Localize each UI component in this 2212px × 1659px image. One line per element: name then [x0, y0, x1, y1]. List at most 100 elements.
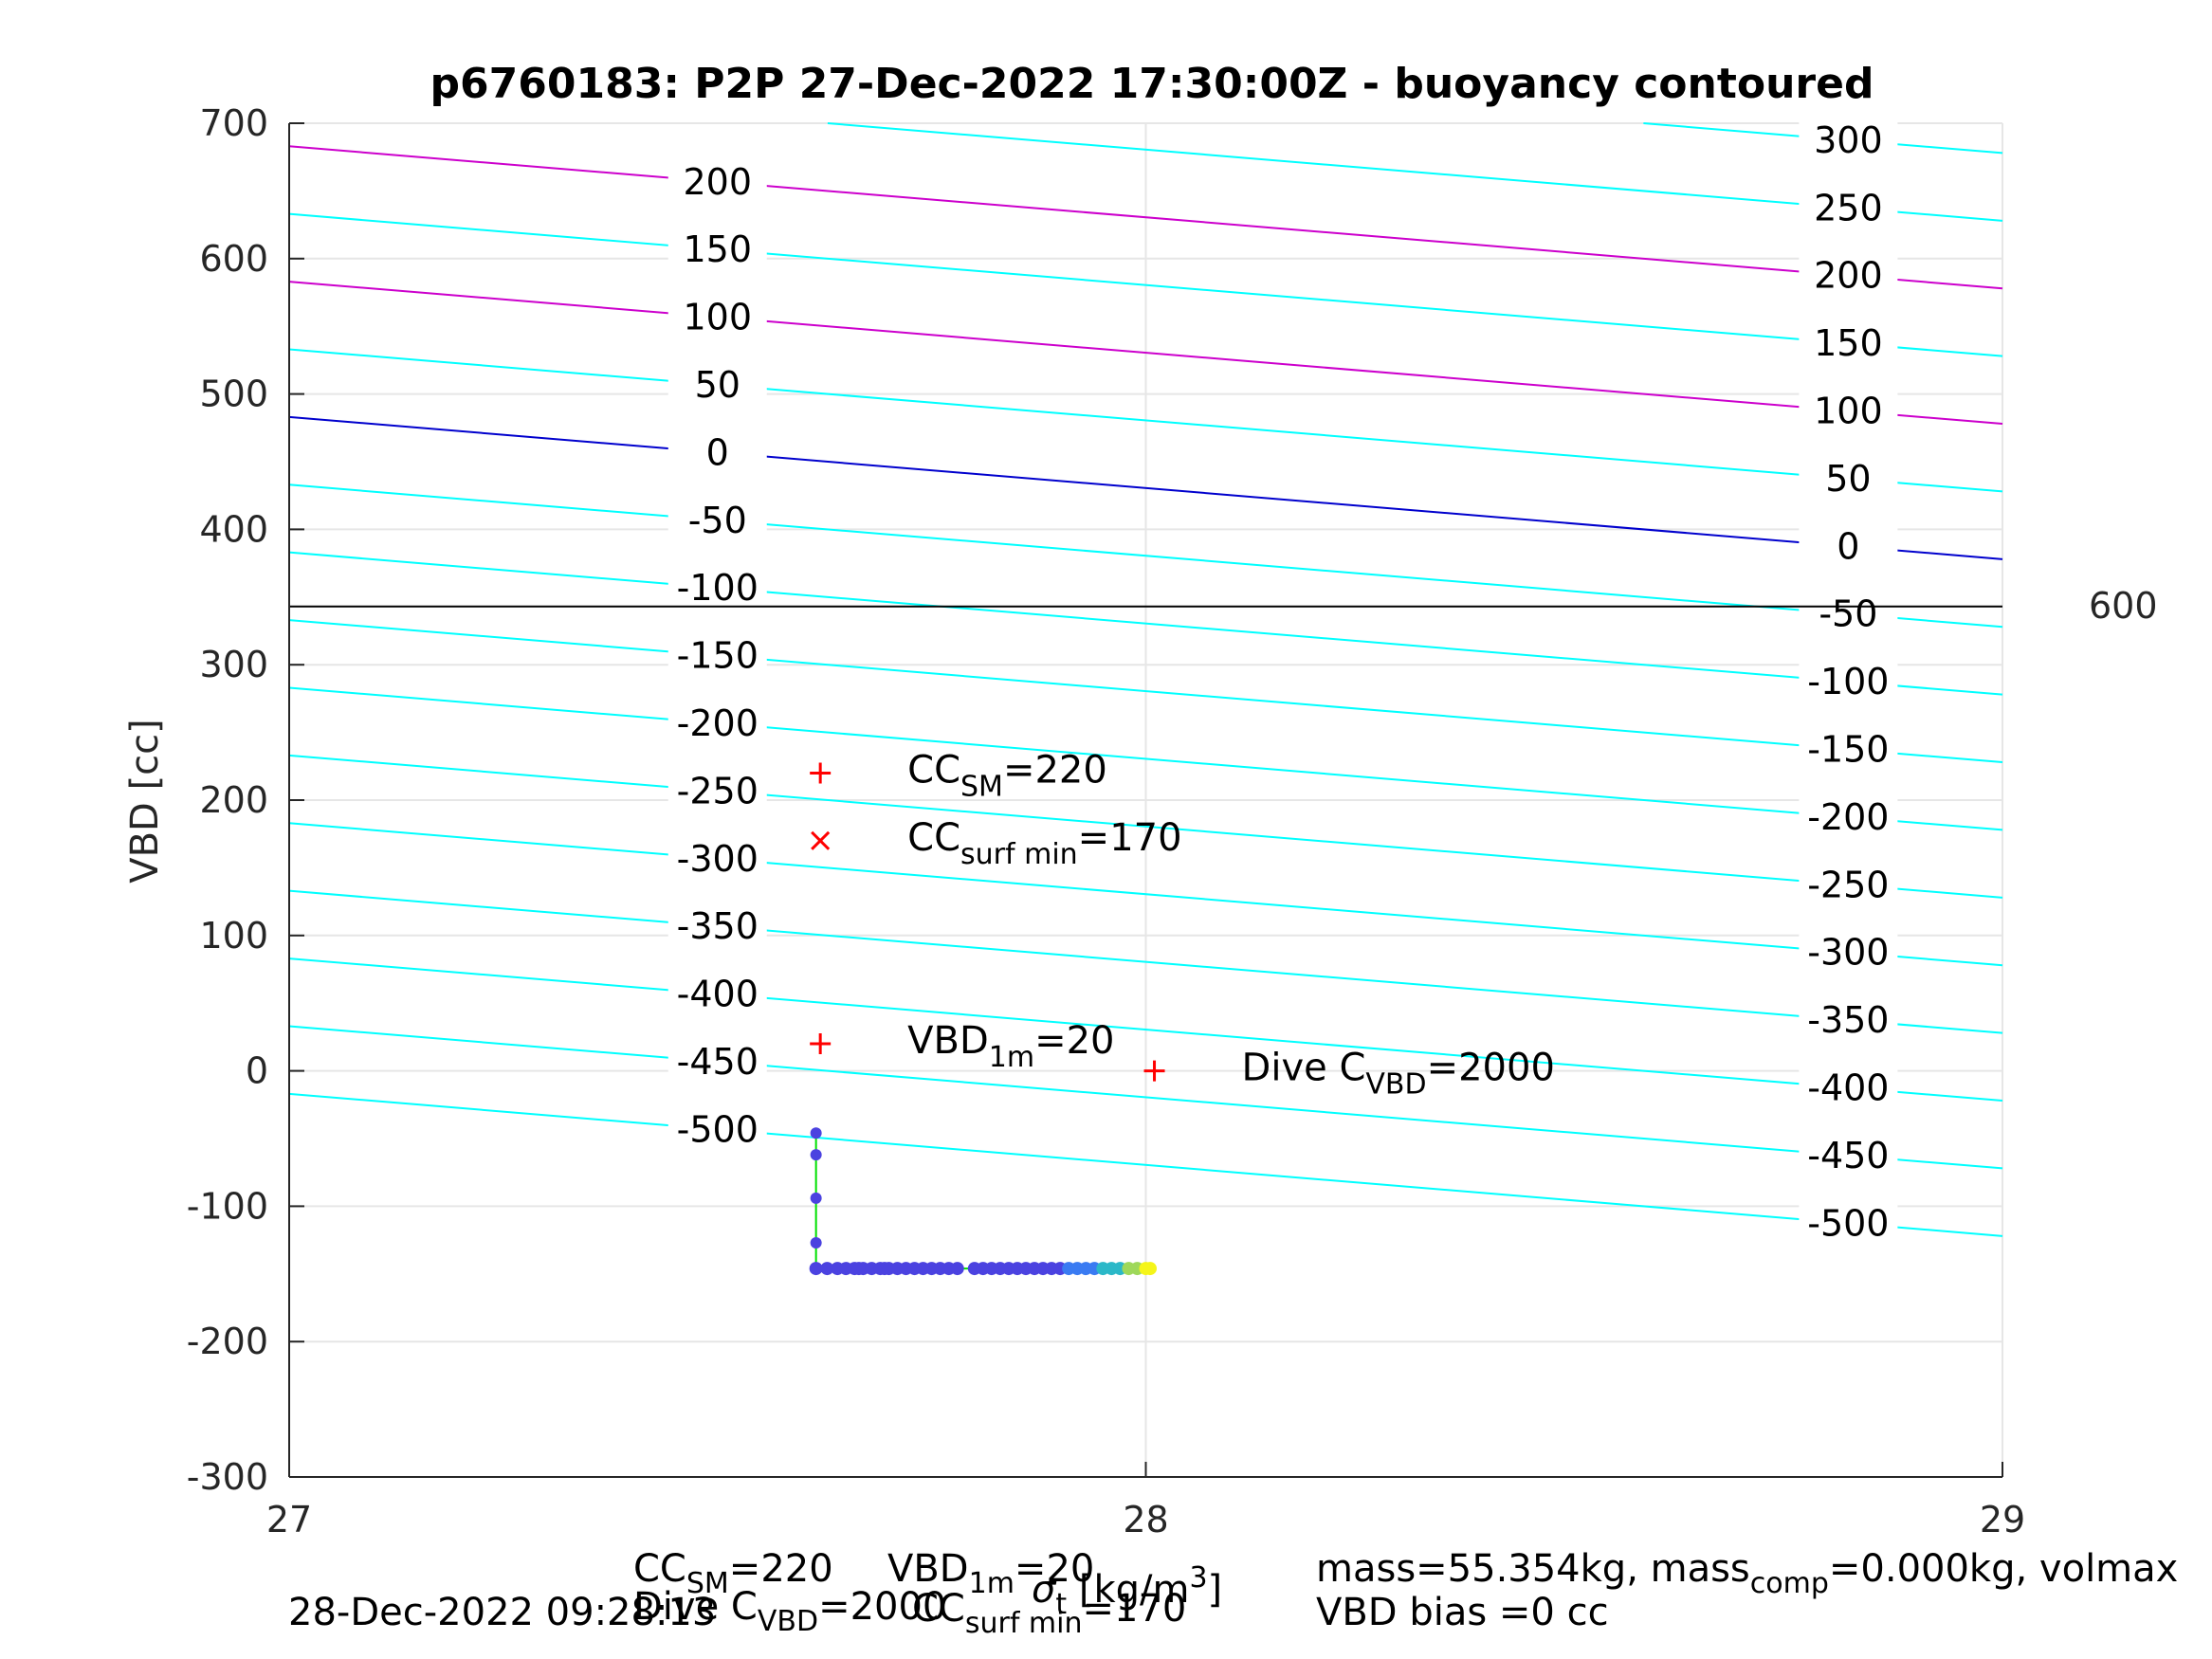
- x-tick-label: 28: [1123, 1499, 1168, 1540]
- footer-vbd-1m: VBD1m=20: [887, 1547, 1094, 1600]
- contour-label-bg: [1799, 390, 1898, 428]
- x-tick-label: 29: [1980, 1499, 2025, 1540]
- profile-line: [814, 1133, 1151, 1270]
- profile-point: [1143, 1262, 1158, 1276]
- y-tick-label: -300: [187, 1456, 268, 1498]
- contour-label: -500: [1807, 1202, 1889, 1244]
- contour-label-bg: [667, 837, 767, 876]
- contour-label: -250: [677, 770, 759, 811]
- footer-dive-cvbd: Dive CVBD=2000: [633, 1585, 946, 1638]
- y-tick-label: -200: [187, 1321, 268, 1362]
- marker-plus: [810, 1033, 832, 1055]
- contour-labels: 200 150 100 50 0 -50 -100 -150 -200 -250 -300 -350 -…: [667, 118, 1898, 1244]
- contour-label-bg: [1799, 322, 1898, 361]
- contour-label: -500: [677, 1108, 759, 1150]
- marker-annotation: CCsurf min=170: [907, 816, 1181, 871]
- contour-label: -350: [1807, 999, 1889, 1041]
- footer-date: 28-Dec-2022 09:28:13: [288, 1591, 716, 1634]
- contour-label: 50: [695, 364, 740, 406]
- contour-label: -100: [1807, 661, 1889, 702]
- contour-lines: [288, 122, 2003, 1237]
- contour-label-bg: [667, 296, 767, 335]
- marker-plus: [810, 762, 832, 784]
- contour-line: [288, 551, 2003, 696]
- x-tick-label: 27: [266, 1499, 312, 1540]
- contour-label-bg: [1799, 592, 1898, 631]
- contour-label: 200: [1814, 255, 1883, 297]
- contour-line: [288, 1025, 2003, 1170]
- profile-point: [810, 1236, 822, 1249]
- marker-plus: [1143, 1060, 1165, 1082]
- contour-label-bg: [667, 1040, 767, 1079]
- contour-label-bg: [667, 1108, 767, 1147]
- contour-label: -300: [677, 838, 759, 880]
- contour-label-bg: [667, 634, 767, 673]
- contour-line: [288, 348, 2003, 493]
- contour-label-bg: [1799, 525, 1898, 564]
- contour-label: -50: [1819, 593, 1877, 635]
- contour-label-bg: [667, 905, 767, 944]
- contour-label-bg: [1799, 864, 1898, 902]
- contour-label: -200: [1807, 796, 1889, 838]
- contour-label: -250: [1807, 864, 1889, 905]
- y-tick-label: 200: [199, 779, 268, 821]
- contour-label: -400: [1807, 1067, 1889, 1109]
- contour-label: -400: [677, 974, 759, 1015]
- contour-label: 250: [1814, 187, 1883, 228]
- footer-cc-surf-min: CCsurf min=170: [912, 1587, 1186, 1640]
- y-tick-label: 700: [199, 102, 268, 144]
- y-tick-label: 500: [199, 374, 268, 415]
- contour-label-bg: [667, 770, 767, 809]
- footer-cc-sm: CCSM=220: [633, 1547, 833, 1600]
- contour-label-bg: [1799, 187, 1898, 226]
- contour-label: -450: [677, 1041, 759, 1083]
- profile-point: [810, 1127, 822, 1139]
- y-tick-label: 300: [199, 644, 268, 685]
- marker-annotation: CCSM=220: [907, 748, 1107, 803]
- profile-point: [809, 1262, 823, 1276]
- footer-mass: mass=55.354kg, masscomp=0.000kg, volmax: [1316, 1547, 2178, 1600]
- contour-label-bg: [1799, 931, 1898, 970]
- y-tick-label: -100: [187, 1185, 268, 1227]
- marker-annotation: VBD1m=20: [907, 1019, 1114, 1074]
- footer-vbd-bias: VBD bias =0 cc: [1316, 1591, 1609, 1634]
- contour-label: -450: [1807, 1135, 1889, 1176]
- contour-label: 100: [683, 297, 752, 338]
- profile-point: [820, 1262, 834, 1276]
- chart-title: p6760183: P2P 27-Dec-2022 17:30:00Z - bu…: [430, 60, 1874, 108]
- contour-label-bg: [667, 567, 767, 606]
- y-tick-label: 0: [246, 1050, 268, 1092]
- contour-label: -350: [677, 905, 759, 947]
- contour-label-bg: [1799, 118, 1898, 157]
- contour-label-bg: [667, 702, 767, 740]
- contour-label: 150: [1814, 322, 1883, 364]
- y-axis-label: VBD [cc]: [123, 719, 167, 884]
- contour-label: 200: [683, 161, 752, 203]
- contour-label-bg: [667, 499, 767, 538]
- y-tick-label: 400: [199, 508, 268, 550]
- contour-label: -200: [677, 702, 759, 744]
- contour-line: [288, 415, 2003, 560]
- contour-label: 300: [1814, 119, 1883, 161]
- profile-series: [809, 1127, 1158, 1276]
- contour-label-bg: [1799, 1066, 1898, 1105]
- marker-annotation: Dive CVBD=2000: [1242, 1047, 1555, 1102]
- right-reference-label: 600: [2089, 585, 2158, 627]
- contour-line: [288, 483, 2003, 629]
- profile-point: [950, 1262, 964, 1276]
- contour-line: [288, 957, 2003, 1103]
- contour-label-bg: [1799, 661, 1898, 700]
- contour-line: [288, 822, 2003, 967]
- contour-label: 100: [1814, 391, 1883, 432]
- contour-label: -150: [677, 635, 759, 677]
- contour-label: 0: [706, 431, 729, 473]
- contour-line: [288, 754, 2003, 899]
- contour-line: [288, 145, 2003, 290]
- contour-label-bg: [667, 160, 767, 199]
- contour-label-bg: [1799, 795, 1898, 834]
- contour-label-bg: [667, 363, 767, 402]
- profile-point: [810, 1192, 822, 1204]
- contour-label-bg: [1799, 999, 1898, 1038]
- contour-label-bg: [1799, 728, 1898, 767]
